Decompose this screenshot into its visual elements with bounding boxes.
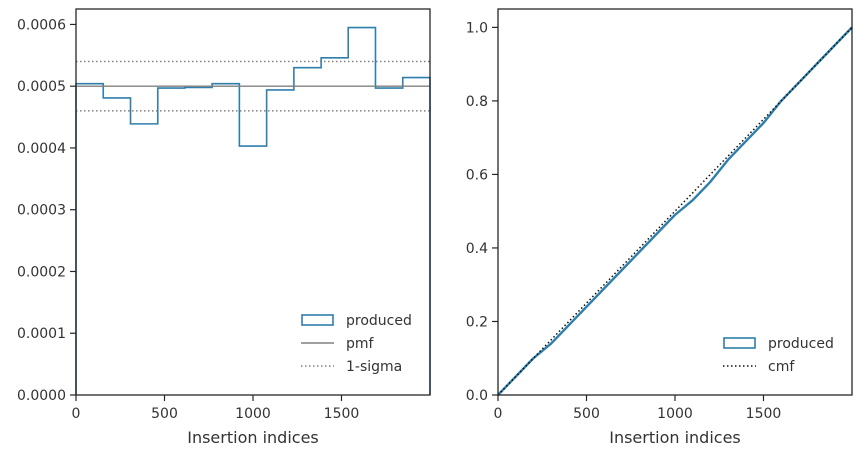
pmf-chart: 0 500 1000 1500 0.0000 0.0001 0.0002 0.0003 0.00… [17,8,431,447]
y-tick-label: 0.0005 [17,79,66,95]
legend-label-cmf: cmf [768,359,795,375]
x-axis-label: Insertion indices [609,428,741,447]
x-tick-label: 1000 [235,406,271,422]
y-tick-label: 0.0004 [17,141,66,157]
y-tick-label: 0.6 [466,167,488,183]
y-tick-label: 1.0 [466,20,488,36]
legend-label-produced: produced [346,313,412,329]
legend-label-1-sigma: 1-sigma [346,359,402,375]
series-produced-step [75,26,431,395]
y-tick-label: 0.0002 [17,264,66,280]
legend-swatch-produced [301,314,334,326]
y-tick-label: 0.0001 [17,326,66,342]
x-axis-label: Insertion indices [187,428,319,447]
y-tick-label: 0.0 [466,388,488,404]
x-tick-label: 1500 [324,406,360,422]
legend-swatch-produced [723,337,756,349]
series-cmf-line [497,26,853,396]
x-tick-label: 0 [72,406,81,422]
axes-frame [75,8,431,396]
x-tick-label: 0 [494,406,503,422]
legend-label-pmf: pmf [346,336,375,352]
y-tick-label: 0.8 [466,94,488,110]
y-tick-label: 0.0003 [17,203,66,219]
x-tick-label: 1000 [657,406,693,422]
y-tick-label: 0.2 [466,314,488,330]
x-tick-label: 500 [573,406,600,422]
y-tick-label: 0.0006 [17,17,66,33]
cmf-chart: 0 500 1000 1500 0.0 0.2 0.4 0.6 0.8 1.0 Insertion … [466,8,853,447]
y-tick-label: 0.4 [466,241,488,257]
legend-label-produced: produced [768,336,834,352]
x-tick-label: 1500 [746,406,782,422]
x-tick-label: 500 [151,406,178,422]
y-tick-label: 0.0000 [17,388,66,404]
